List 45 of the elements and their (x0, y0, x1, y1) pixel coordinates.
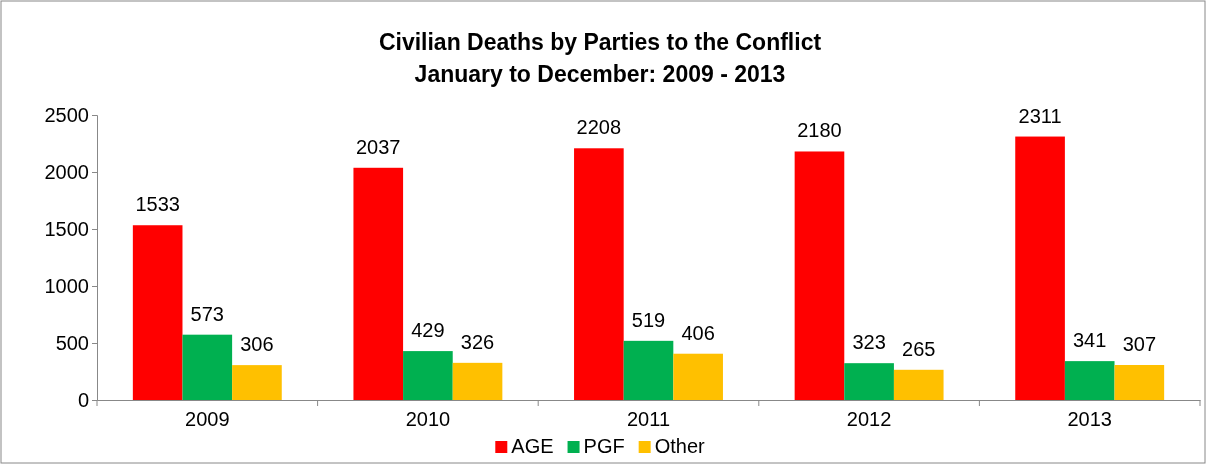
bar (452, 362, 503, 400)
data-label: 265 (902, 337, 936, 360)
bar (844, 363, 894, 400)
chart-title: Civilian Deaths by Parties to the Conflict January to December: 2009 - 2013 (378, 29, 822, 87)
x-tick-label: 2013 (1067, 408, 1112, 431)
bar (893, 369, 944, 400)
x-tick-label: 2012 (846, 408, 892, 431)
x-tick-label: 2011 (626, 408, 671, 431)
bar (673, 353, 723, 400)
bar (574, 148, 624, 400)
data-label: 573 (190, 302, 224, 325)
legend-label: AGE (511, 435, 554, 457)
y-tick-label: 2500 (44, 103, 89, 126)
bar (182, 334, 233, 400)
bar (132, 225, 183, 400)
data-label: 1533 (135, 193, 180, 216)
data-label: 406 (681, 321, 715, 344)
legend-label: PGF (583, 435, 625, 457)
bar (794, 151, 845, 400)
data-label: 307 (1122, 333, 1157, 355)
data-label: 2037 (356, 135, 401, 158)
legend-label: Other (654, 435, 706, 457)
data-label: 2180 (797, 119, 842, 142)
data-label: 429 (411, 319, 445, 342)
bar (353, 167, 404, 400)
bar (232, 365, 282, 400)
bar (1114, 365, 1165, 400)
y-tick-label: 0 (77, 388, 89, 411)
data-label: 341 (1073, 329, 1107, 352)
data-label: 326 (460, 330, 495, 353)
y-tick-label: 1000 (44, 274, 89, 297)
y-tick-label: 2000 (44, 160, 89, 183)
data-label: 323 (852, 331, 886, 354)
data-label: 306 (240, 333, 274, 356)
x-tick-label: 2010 (405, 408, 451, 431)
bar (623, 340, 674, 400)
data-label: 519 (631, 308, 666, 331)
data-label: 2311 (1018, 104, 1062, 127)
y-tick-label: 1500 (44, 217, 89, 240)
y-tick-label: 500 (55, 331, 89, 354)
data-label: 2208 (576, 116, 622, 139)
bar (403, 351, 453, 400)
bar (1015, 136, 1065, 400)
bar (1064, 361, 1115, 400)
x-tick-label: 2009 (185, 408, 230, 431)
